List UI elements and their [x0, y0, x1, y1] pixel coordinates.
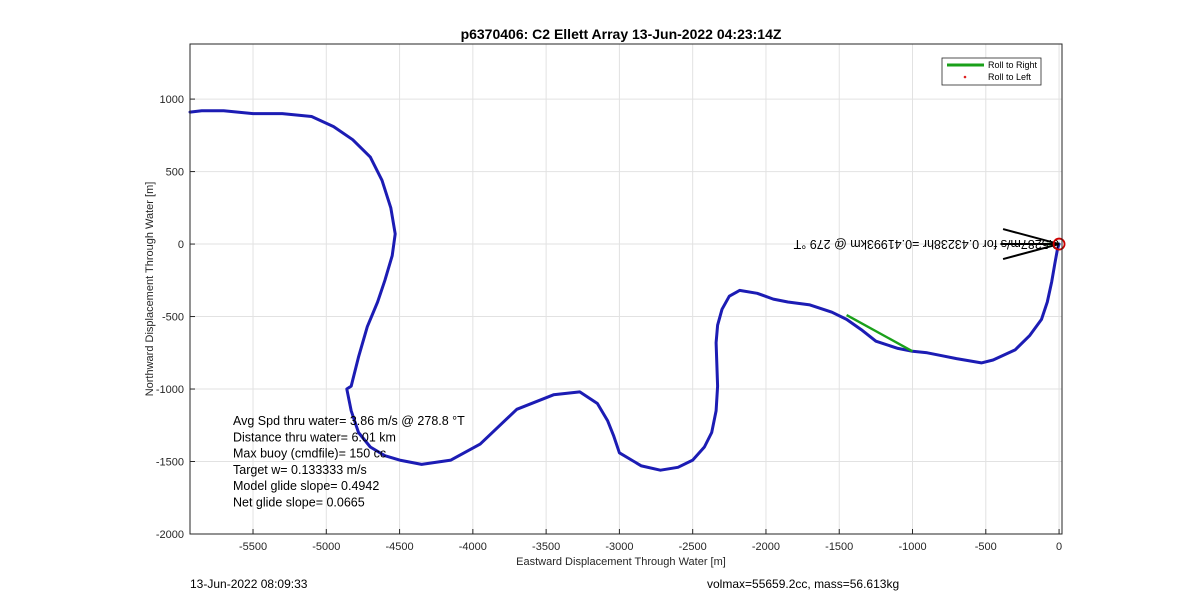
x-tick-label: -1500 [825, 541, 853, 553]
stats-line: Avg Spd thru water= 3.86 m/s @ 278.8 °T [233, 414, 465, 428]
footer-timestamp: 13-Jun-2022 08:09:33 [190, 577, 308, 591]
stats-line: Distance thru water= 6.01 km [233, 430, 396, 444]
y-axis-label: Northward Displacement Through Water [m] [144, 182, 156, 397]
stats-annotation: Avg Spd thru water= 3.86 m/s @ 278.8 °T D… [233, 414, 465, 510]
legend-roll-left-swatch [963, 75, 967, 79]
track-line [188, 109, 1061, 472]
end-marker [1052, 237, 1066, 251]
x-tick-label: -5000 [312, 541, 340, 553]
x-tick-label: -1000 [898, 541, 926, 553]
y-tick-label: 0 [178, 239, 184, 251]
legend-box [941, 57, 1042, 86]
chart-title: p6370406: C2 Ellett Array 13-Jun-2022 04… [461, 26, 782, 42]
x-tick-label: -4000 [459, 541, 487, 553]
x-tick-label: -5500 [239, 541, 267, 553]
arrow-label: 0.5287m/s for 0.43238hr =0.41993km @ 279… [793, 237, 1059, 251]
stats-line: Target w= 0.133333 m/s [233, 463, 367, 477]
stats-line: Model glide slope= 0.4942 [233, 479, 379, 493]
legend-roll-left-label: Roll to Left [988, 72, 1032, 82]
legend-roll-right-label: Roll to Right [988, 60, 1038, 70]
x-tick-label: -500 [975, 541, 997, 553]
ticks: -5500 -5000 -4500 -4000 -3500 -3000 -2500 -2000… [156, 94, 1062, 553]
x-tick-label: -3000 [605, 541, 633, 553]
x-tick-label: -4500 [386, 541, 414, 553]
plot-frame [189, 43, 1063, 535]
footer-mass-info: volmax=55659.2cc, mass=56.613kg [707, 577, 900, 591]
y-tick-label: -2000 [156, 529, 184, 541]
x-tick-label: -2000 [752, 541, 780, 553]
y-tick-label: 500 [166, 167, 184, 179]
arrow-head-lower [1002, 243, 1060, 261]
roll-right-segment [846, 314, 914, 353]
overlay-layer: 0.5287m/s for 0.43238hr =0.41993km @ 279… [793, 228, 1066, 353]
grid [190, 44, 1062, 535]
legend[interactable]: Roll to Right Roll to Left [941, 57, 1042, 86]
x-tick-label: 0 [1056, 541, 1062, 553]
series-layer [188, 109, 1061, 472]
x-axis-label: Eastward Displacement Through Water [m] [516, 556, 726, 568]
y-tick-label: 1000 [160, 94, 184, 106]
x-tick-label: -2500 [679, 541, 707, 553]
arrow-head-upper [1002, 228, 1060, 246]
stats-line: Net glide slope= 0.0665 [233, 496, 365, 510]
stats-line: Max buoy (cmdfile)= 150 cc [233, 447, 386, 461]
x-tick-label: -3500 [532, 541, 560, 553]
y-tick-label: -1500 [156, 457, 184, 469]
plot-area [190, 44, 1062, 534]
y-tick-label: -1000 [156, 384, 184, 396]
y-tick-label: -500 [162, 312, 184, 324]
